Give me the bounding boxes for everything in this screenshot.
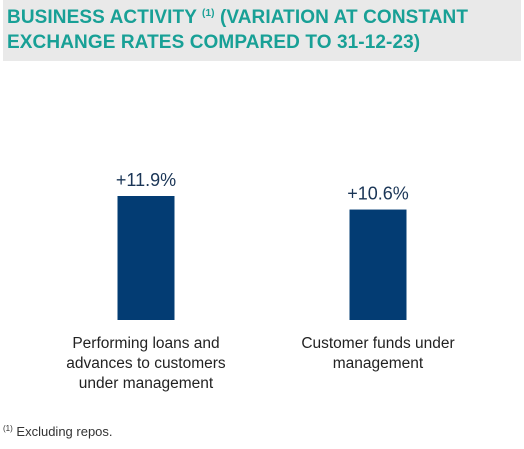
value-label-1: +11.9% — [116, 170, 176, 190]
value-label-2: +10.6% — [347, 184, 409, 204]
category-label-2-line-2: management — [333, 355, 424, 372]
footnote-text: Excluding repos. — [16, 424, 113, 439]
category-label-1-line-3: under management — [79, 375, 214, 392]
title-banner — [3, 0, 521, 61]
category-label-1-line-1: Performing loans and — [72, 335, 219, 352]
chart-title: BUSINESS ACTIVITY (1) (VARIATION AT CONS… — [7, 5, 512, 55]
category-label-2-line-1: Customer funds under — [301, 335, 454, 352]
title-subtitle: (VARIATION AT CONSTANT EXCHANGE RATES CO… — [7, 7, 469, 53]
bar-1 — [117, 196, 175, 320]
title-footnote-marker: (1) — [202, 8, 215, 19]
footnote: (1) Excluding repos. — [3, 424, 113, 439]
bar-2 — [349, 209, 407, 320]
footnote-marker: (1) — [3, 424, 13, 433]
title-text: BUSINESS ACTIVITY — [7, 7, 197, 28]
category-label-1-line-2: advances to customers — [66, 355, 226, 372]
